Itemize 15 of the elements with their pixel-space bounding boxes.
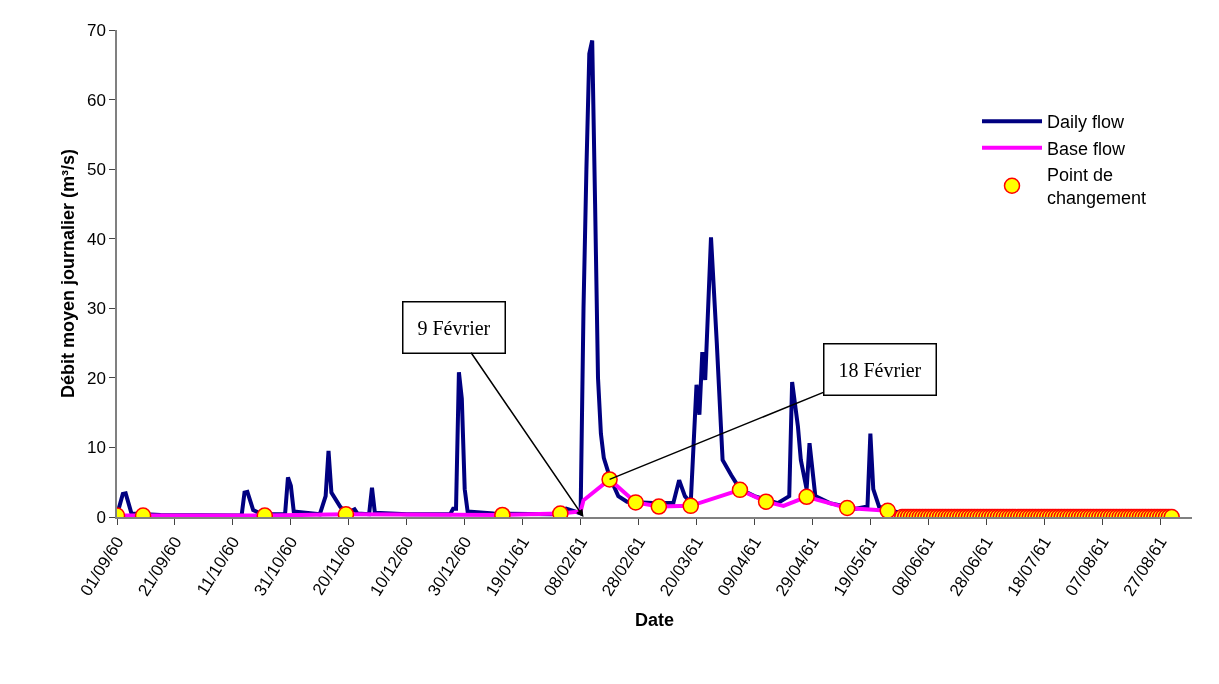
legend-label: Daily flow xyxy=(1047,112,1126,133)
y-tick-label: 0 xyxy=(96,507,106,527)
y-tick-label: 30 xyxy=(86,299,106,319)
legend-label: Base flow xyxy=(1047,138,1127,159)
y-tick-label: 40 xyxy=(86,229,106,249)
y-tick-label: 70 xyxy=(86,20,106,40)
y-tick-label: 50 xyxy=(86,160,106,180)
legend-label: Point de changement xyxy=(1047,165,1147,209)
x-axis-title: Date xyxy=(634,610,675,630)
y-tick-label: 60 xyxy=(86,90,106,110)
annotation: 18 Février xyxy=(838,358,922,381)
y-axis-title: Débit moyen journalier (m³/s) xyxy=(57,148,78,399)
y-tick-label: 10 xyxy=(86,438,106,458)
annotation: 9 Février xyxy=(417,316,491,339)
y-tick-label: 20 xyxy=(86,368,106,388)
